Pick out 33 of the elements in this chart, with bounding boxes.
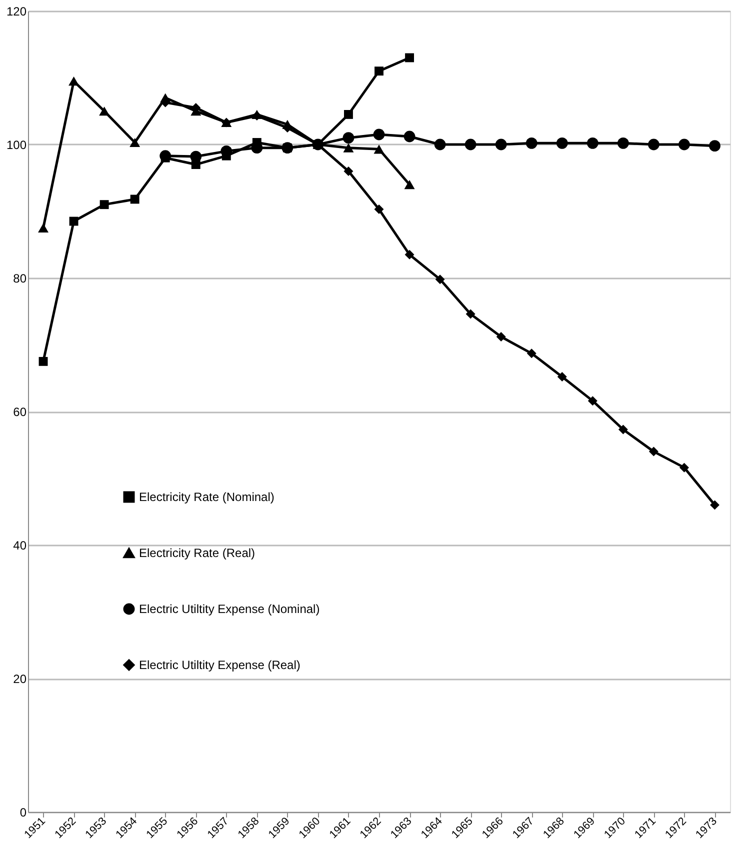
legend-label: Electric Utiltity Expense (Real) — [139, 658, 300, 672]
y-tick-label: 60 — [13, 405, 27, 419]
y-tick-label: 120 — [6, 4, 27, 18]
point — [343, 143, 354, 152]
point — [130, 138, 140, 148]
point — [38, 223, 49, 232]
y-tick-label: 100 — [6, 138, 27, 152]
point — [342, 132, 354, 144]
y-tick-label: 0 — [20, 806, 27, 820]
point — [678, 138, 690, 150]
point — [556, 137, 568, 149]
point — [434, 138, 446, 150]
point — [586, 137, 598, 149]
point — [373, 128, 385, 140]
legend-label: Electric Utiltity Expense (Nominal) — [139, 602, 320, 616]
point — [526, 137, 538, 149]
legend-label: Electricity Rate (Nominal) — [139, 490, 274, 504]
point — [496, 332, 506, 342]
point — [617, 137, 629, 149]
point — [710, 500, 720, 510]
y-tick-label: 20 — [13, 672, 27, 686]
point — [99, 106, 110, 116]
point — [464, 138, 476, 150]
point — [495, 138, 507, 150]
y-tick-label: 40 — [13, 538, 27, 552]
legend-label: Electricity Rate (Real) — [139, 546, 256, 560]
point — [648, 138, 660, 150]
point — [404, 180, 415, 190]
point — [374, 144, 384, 154]
point — [68, 76, 80, 86]
point — [404, 130, 416, 142]
point — [709, 140, 720, 152]
y-tick-label: 80 — [13, 272, 27, 286]
